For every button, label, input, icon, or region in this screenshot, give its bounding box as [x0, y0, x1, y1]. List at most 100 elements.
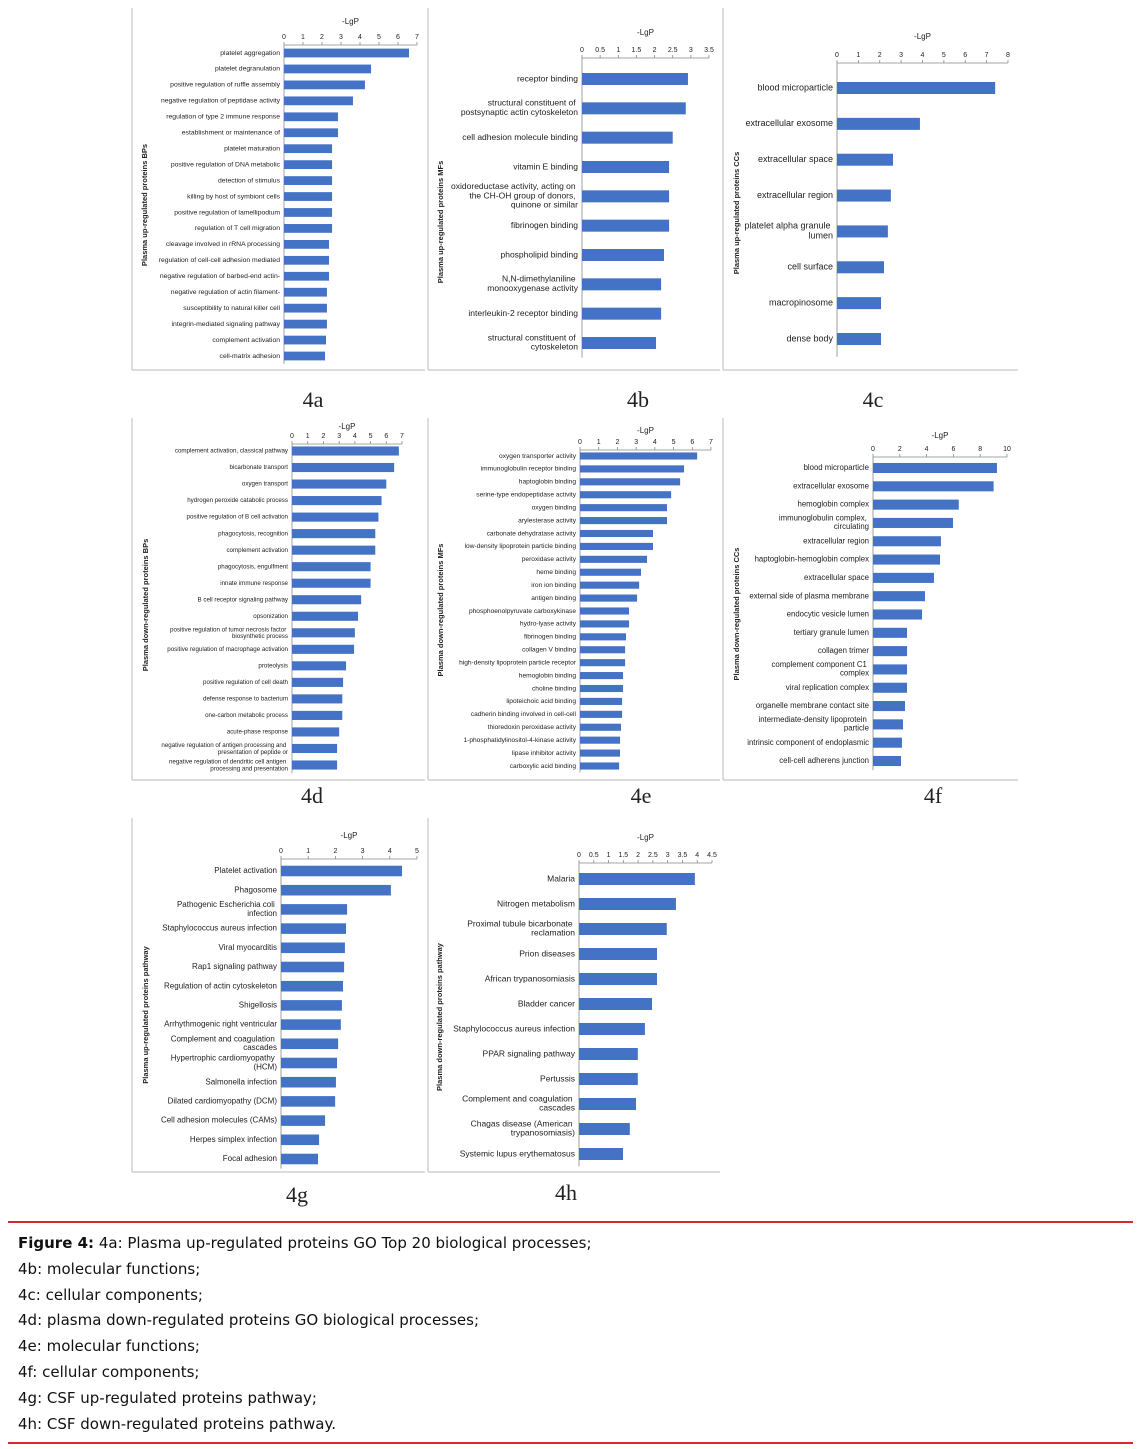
y-axis-title: Plasma down-regulated proteins CCs [732, 548, 741, 681]
x-tick-label: 6 [951, 446, 955, 453]
category-label: B cell receptor signaling pathway [198, 596, 289, 603]
chart: -LgP 0 0.5 1 1.5 2 2.5 3 3.5 receptor binding stru… [427, 8, 720, 412]
x-tick-label: 2 [653, 47, 657, 54]
category-label: structural constituent of cytoskeleton [488, 333, 579, 352]
category-label: African trypanosomiasis [485, 973, 575, 983]
y-axis-title: Plasma up-regulated proteins CCs [732, 152, 741, 275]
panel-label: 4e [631, 783, 652, 808]
panel-label: 4d [301, 783, 323, 808]
category-label: oxygen transporter activity [499, 453, 577, 460]
axis-title: -LgP [637, 833, 654, 842]
x-tick-label: 7 [985, 52, 989, 59]
bar [580, 723, 621, 731]
category-label: receptor binding [517, 73, 578, 83]
y-axis-title: Plasma up-regulated proteins pathway [141, 945, 150, 1083]
chart: -LgP 0 1 2 3 4 5 6 7 platelet aggregation platelet… [131, 8, 425, 412]
x-tick-label: 1 [607, 852, 611, 859]
bar [281, 1134, 320, 1146]
bar [284, 64, 372, 74]
bar [582, 102, 686, 115]
category-label: high-density lipoprotein particle recept… [459, 659, 577, 666]
caption-text: 4c: cellular components; [18, 1285, 203, 1304]
x-tick-label: 6 [384, 433, 388, 440]
category-label: thioredoxin peroxidase activity [488, 724, 577, 731]
axis-title: -LgP [339, 422, 356, 431]
bar [580, 504, 668, 512]
bar [281, 923, 347, 934]
category-label: dense body [786, 333, 833, 343]
bar [284, 128, 338, 138]
category-label: Salmonella infection [205, 1077, 277, 1086]
x-tick-label: 8 [978, 446, 982, 453]
category-label: integrin-mediated signaling pathway [172, 321, 281, 328]
category-label: extracellular space [804, 573, 869, 582]
x-tick-label: 0 [290, 433, 294, 440]
bar [873, 737, 902, 748]
category-label: Nitrogen metabolism [497, 898, 575, 908]
bar [579, 998, 653, 1010]
bar [582, 249, 665, 261]
bar [281, 1115, 326, 1126]
bar [837, 153, 894, 166]
category-label: oxidoreductase activity, acting on the C… [451, 181, 578, 210]
caption-line: 4c: cellular components; [18, 1286, 203, 1304]
panel-label: 4a [303, 387, 324, 412]
category-label: phagocytosis, recognition [218, 530, 288, 537]
bar [292, 595, 362, 605]
bar [837, 333, 882, 345]
category-label: peroxidase activity [522, 556, 577, 563]
x-tick-label: 4 [388, 848, 392, 855]
category-label: platelet degranulation [215, 66, 280, 73]
bar [579, 1098, 637, 1110]
bar [281, 961, 345, 973]
x-tick-label: 2 [898, 446, 902, 453]
category-label: cadherin binding involved in cell-cell [471, 711, 577, 718]
bar [292, 644, 355, 654]
chart: -LgP 0 1 2 3 4 5 Platelet activation Phagosome Pa… [131, 818, 425, 1207]
x-tick-label: 3 [361, 848, 365, 855]
x-tick-label: 3 [666, 852, 670, 859]
bar [837, 82, 996, 94]
panel-label: 4f [924, 783, 943, 808]
y-axis-title: Plasma down-regulated proteins pathway [435, 942, 444, 1091]
y-axis-title: Plasma down-regulated proteins MFs [436, 544, 445, 677]
bar [579, 873, 695, 885]
bar [582, 219, 670, 232]
bar [292, 462, 395, 473]
category-label: establishment or maintenance of [182, 130, 280, 137]
bar [579, 1073, 638, 1085]
category-label: immunoglobulin receptor binding [481, 466, 577, 473]
bar [292, 727, 340, 737]
category-label: structural constituent of postsynaptic a… [461, 98, 578, 117]
bar [873, 719, 904, 730]
category-label: Prion diseases [519, 948, 575, 958]
category-label: Chagas disease (American trypanosomiasis… [471, 1119, 576, 1138]
bar [873, 682, 908, 693]
caption-line: 4d: plasma down-regulated proteins GO bi… [18, 1311, 479, 1329]
bar [284, 112, 338, 122]
x-tick-label: 2 [878, 52, 882, 59]
category-label: blood microparticle [804, 463, 869, 472]
bar [582, 190, 670, 203]
axis-title: -LgP [637, 28, 654, 37]
category-label: complement activation [212, 337, 280, 344]
x-tick-label: 1 [856, 52, 860, 59]
bar [292, 578, 371, 588]
bar [873, 627, 908, 638]
bar [873, 701, 906, 712]
bar [292, 496, 382, 506]
axis-title: -LgP [341, 831, 358, 840]
bar [281, 1000, 342, 1011]
category-label: cell surface [787, 262, 833, 272]
bar [873, 536, 941, 547]
category-label: susceptibility to natural killer cell [183, 305, 280, 312]
category-label: positive regulation of DNA metabolic [171, 161, 281, 168]
bar [580, 517, 668, 525]
bar [580, 555, 647, 563]
bar [292, 628, 355, 638]
caption-text: 4h: CSF down-regulated proteins pathway. [18, 1414, 336, 1433]
chart: -LgP 0 1 2 3 4 5 6 7 complement activation, class… [131, 418, 425, 808]
bar [292, 611, 358, 621]
x-tick-label: 3 [689, 47, 693, 54]
